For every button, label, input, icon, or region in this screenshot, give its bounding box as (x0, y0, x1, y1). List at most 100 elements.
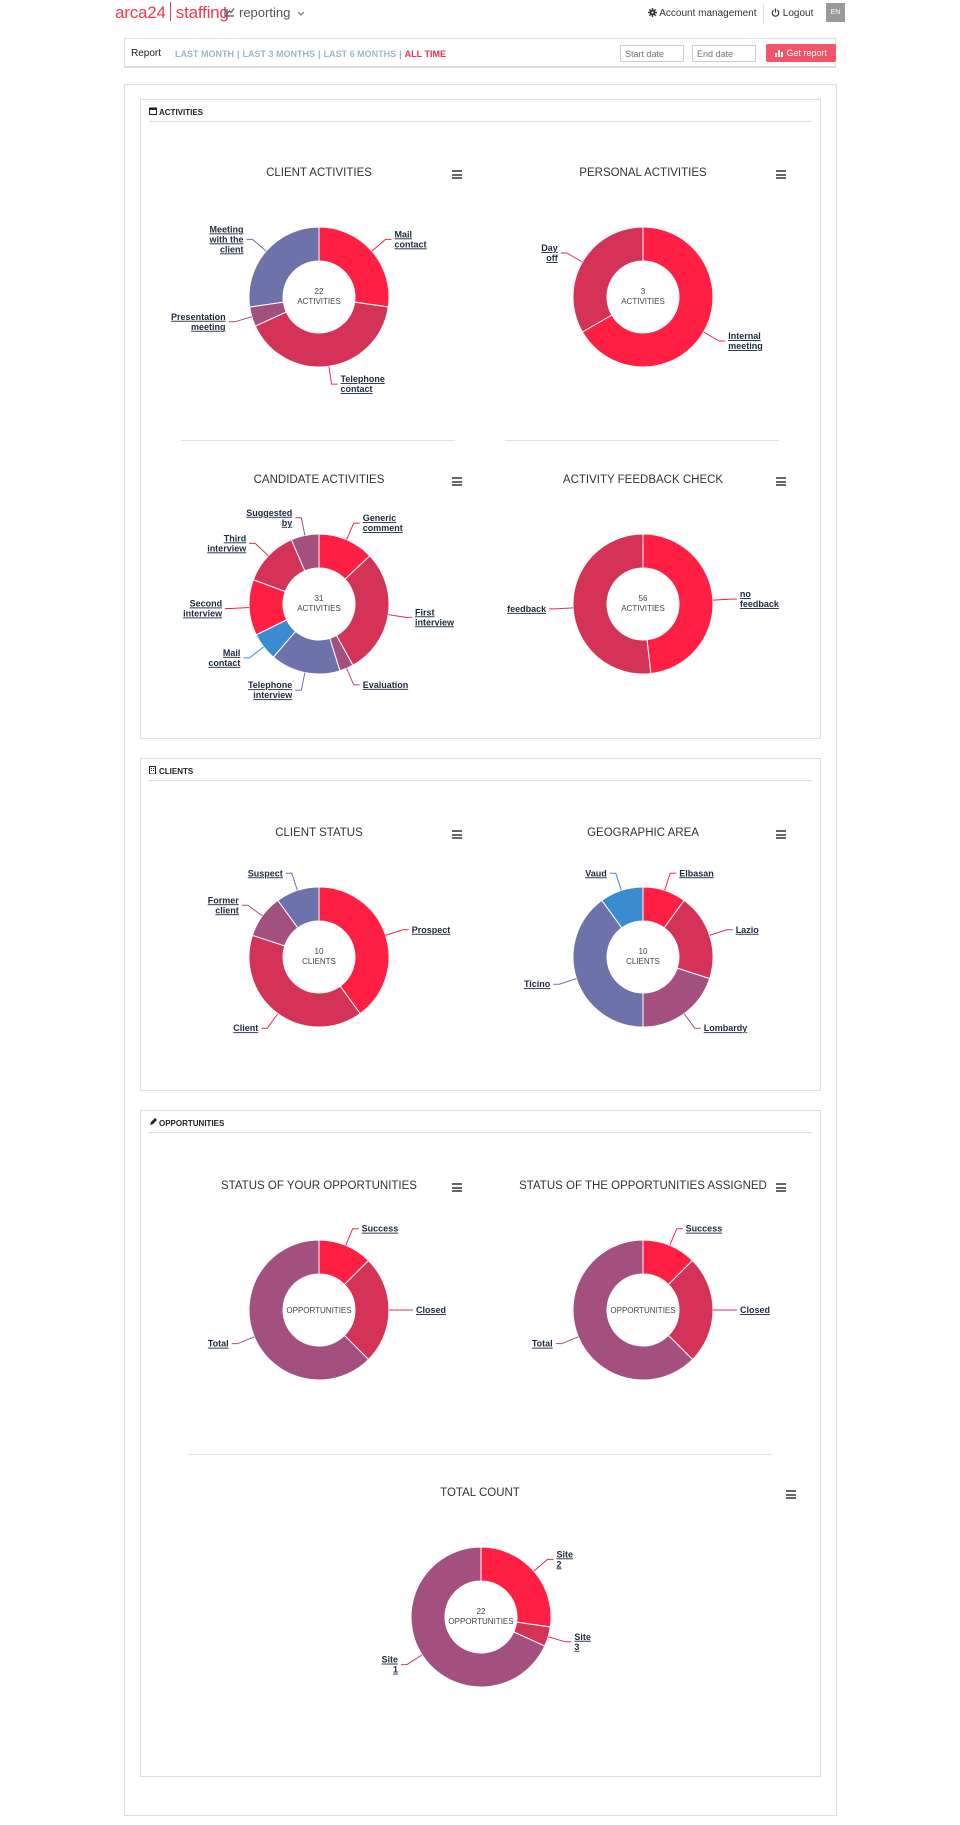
chart-menu-icon[interactable] (776, 477, 786, 486)
slice-no-feedback[interactable] (642, 533, 714, 675)
slice-ticino[interactable] (572, 899, 644, 1028)
slice-label-site-3[interactable]: Site 3 (574, 1632, 591, 1652)
slice-first-interview[interactable] (335, 555, 390, 666)
label-connector (249, 542, 269, 557)
donut-client-activities: Mail contact Telephone contact Presentation m… (171, 224, 426, 394)
chart-menu-icon[interactable] (776, 1183, 786, 1192)
slice-label-total[interactable]: Total (532, 1339, 553, 1349)
slice-label-success[interactable]: Success (362, 1224, 399, 1234)
chart-bar-icon (774, 50, 783, 57)
label-connector (285, 872, 298, 891)
chart-menu-icon[interactable] (776, 830, 786, 839)
slice-vaud[interactable] (601, 886, 644, 929)
slice-label-second-interview[interactable]: Second interview (183, 598, 223, 618)
period-separator: | (318, 49, 321, 59)
period-last-3-months[interactable]: LAST 3 MONTHS (242, 49, 316, 59)
slice-label-presentation-meeting[interactable]: Presentation meeting (171, 312, 226, 332)
donut-center-unit: ACTIVITIES (621, 297, 665, 306)
label-connector (664, 872, 677, 891)
logo-product: staffing (175, 3, 229, 22)
slice-lombardy[interactable] (642, 967, 711, 1028)
slice-label-lazio[interactable]: Lazio (736, 925, 760, 935)
slice-label-mail-contact[interactable]: Mail contact (208, 648, 240, 668)
slice-label-elbasan[interactable]: Elbasan (679, 868, 714, 878)
slice-prospect[interactable] (318, 886, 390, 1015)
slice-label-internal-meeting[interactable]: Internal meeting (728, 331, 763, 351)
app-logo[interactable]: arca24 staffing (115, 2, 229, 23)
get-report-button[interactable]: Get report (766, 44, 836, 62)
period-last-6-months[interactable]: LAST 6 MONTHS (323, 49, 397, 59)
end-date-input[interactable] (692, 45, 756, 62)
slice-suggested-by[interactable] (290, 533, 320, 572)
slice-label-site-1[interactable]: Site 1 (381, 1655, 398, 1675)
slice-label-success[interactable]: Success (686, 1224, 723, 1234)
slice-total[interactable] (248, 1239, 370, 1381)
chart-title-personal-activities: PERSONAL ACTIVITIES (579, 167, 707, 179)
slice-label-meeting-with-the-client[interactable]: Meeting with the client (208, 224, 243, 254)
clients-title: CLIENTS (159, 767, 194, 776)
slice-label-first-interview[interactable]: First interview (415, 607, 455, 627)
slice-site-1[interactable] (410, 1546, 546, 1688)
activities-panel: ACTIVITIES (140, 99, 821, 739)
donut-center-count: 56 (639, 594, 648, 603)
chart-title-activity-feedback: ACTIVITY FEEDBACK CHECK (562, 474, 724, 486)
slice-telephone-contact[interactable] (254, 301, 389, 368)
slice-internal-meeting[interactable] (581, 226, 714, 368)
slice-total[interactable] (572, 1239, 694, 1381)
slice-site-2[interactable] (480, 1546, 552, 1628)
label-connector (712, 598, 737, 601)
account-management-link[interactable]: Account management (648, 8, 757, 19)
slice-label-lombardy[interactable]: Lombardy (704, 1023, 748, 1033)
slice-label-suggested-by[interactable]: Suggested by (246, 508, 292, 528)
label-connector (371, 238, 392, 252)
slice-label-day-off[interactable]: Day off (541, 243, 559, 263)
chart-title-client-activities: CLIENT ACTIVITIES (266, 167, 372, 179)
donut-status-opportunities-assigned: Success Closed Total OPPORTUNITIES (532, 1224, 770, 1381)
slice-label-no-feedback[interactable]: no feedback (740, 589, 780, 609)
slice-label-telephone-interview[interactable]: Telephone interview (248, 680, 293, 700)
logout-link[interactable]: Logout (771, 8, 813, 19)
slice-meeting-with-the-client[interactable] (248, 226, 320, 308)
slice-feedback[interactable] (572, 533, 652, 675)
activities-header: ACTIVITIES (149, 107, 812, 122)
chart-menu-icon[interactable] (452, 170, 462, 179)
slice-label-feedback[interactable]: feedback (507, 604, 547, 614)
slice-label-third-interview[interactable]: Third interview (207, 533, 247, 553)
slice-label-client[interactable]: Client (233, 1023, 258, 1033)
period-separator: | (237, 49, 240, 59)
slice-label-telephone-contact[interactable]: Telephone contact (341, 374, 385, 394)
slice-label-ticino[interactable]: Ticino (524, 979, 551, 989)
chart-title-candidate-activities: CANDIDATE ACTIVITIES (253, 474, 385, 486)
slice-label-mail-contact[interactable]: Mail contact (395, 229, 427, 249)
slice-label-vaud[interactable]: Vaud (585, 868, 607, 878)
slice-label-closed[interactable]: Closed (416, 1305, 446, 1315)
slice-client[interactable] (248, 934, 361, 1028)
language-switcher[interactable]: EN (826, 3, 845, 22)
period-all-time[interactable]: ALL TIME (404, 49, 446, 59)
chart-menu-icon[interactable] (776, 170, 786, 179)
start-date-input[interactable] (620, 45, 684, 62)
logout-label: Logout (782, 8, 814, 19)
slice-label-generic-comment[interactable]: Generic comment (363, 513, 403, 533)
slice-label-total[interactable]: Total (208, 1339, 229, 1349)
label-connector (548, 1636, 572, 1643)
module-dropdown[interactable]: reporting (224, 5, 305, 20)
chart-menu-icon[interactable] (452, 477, 462, 486)
chart-menu-icon[interactable] (786, 1490, 796, 1499)
label-connector (388, 614, 412, 618)
chart-menu-icon[interactable] (452, 1183, 462, 1192)
slice-label-closed[interactable]: Closed (740, 1305, 770, 1315)
slice-label-former-client[interactable]: Former client (208, 895, 240, 915)
chart-menu-icon[interactable] (452, 830, 462, 839)
slice-label-suspect[interactable]: Suspect (248, 868, 283, 878)
slice-label-prospect[interactable]: Prospect (412, 925, 451, 935)
slice-mail-contact[interactable] (318, 226, 390, 308)
slice-label-site-2[interactable]: Site 2 (557, 1549, 574, 1569)
slice-suspect[interactable] (277, 886, 320, 929)
slice-day-off[interactable] (572, 226, 644, 333)
period-last-month[interactable]: LAST MONTH (175, 49, 234, 59)
label-connector (295, 672, 306, 691)
slice-label-evaluation[interactable]: Evaluation (363, 680, 409, 690)
